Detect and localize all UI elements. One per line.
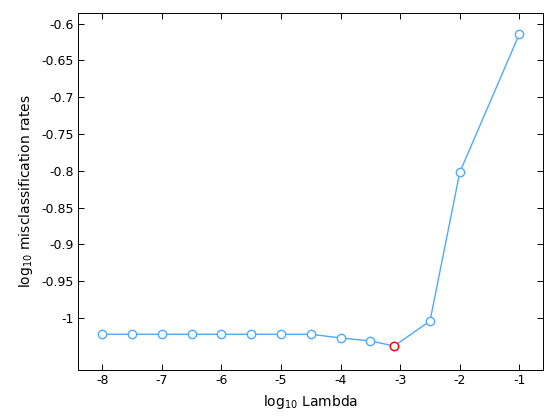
X-axis label: log$_{10}$ Lambda: log$_{10}$ Lambda [263,393,358,411]
Y-axis label: log$_{10}$ misclassification rates: log$_{10}$ misclassification rates [17,94,35,288]
